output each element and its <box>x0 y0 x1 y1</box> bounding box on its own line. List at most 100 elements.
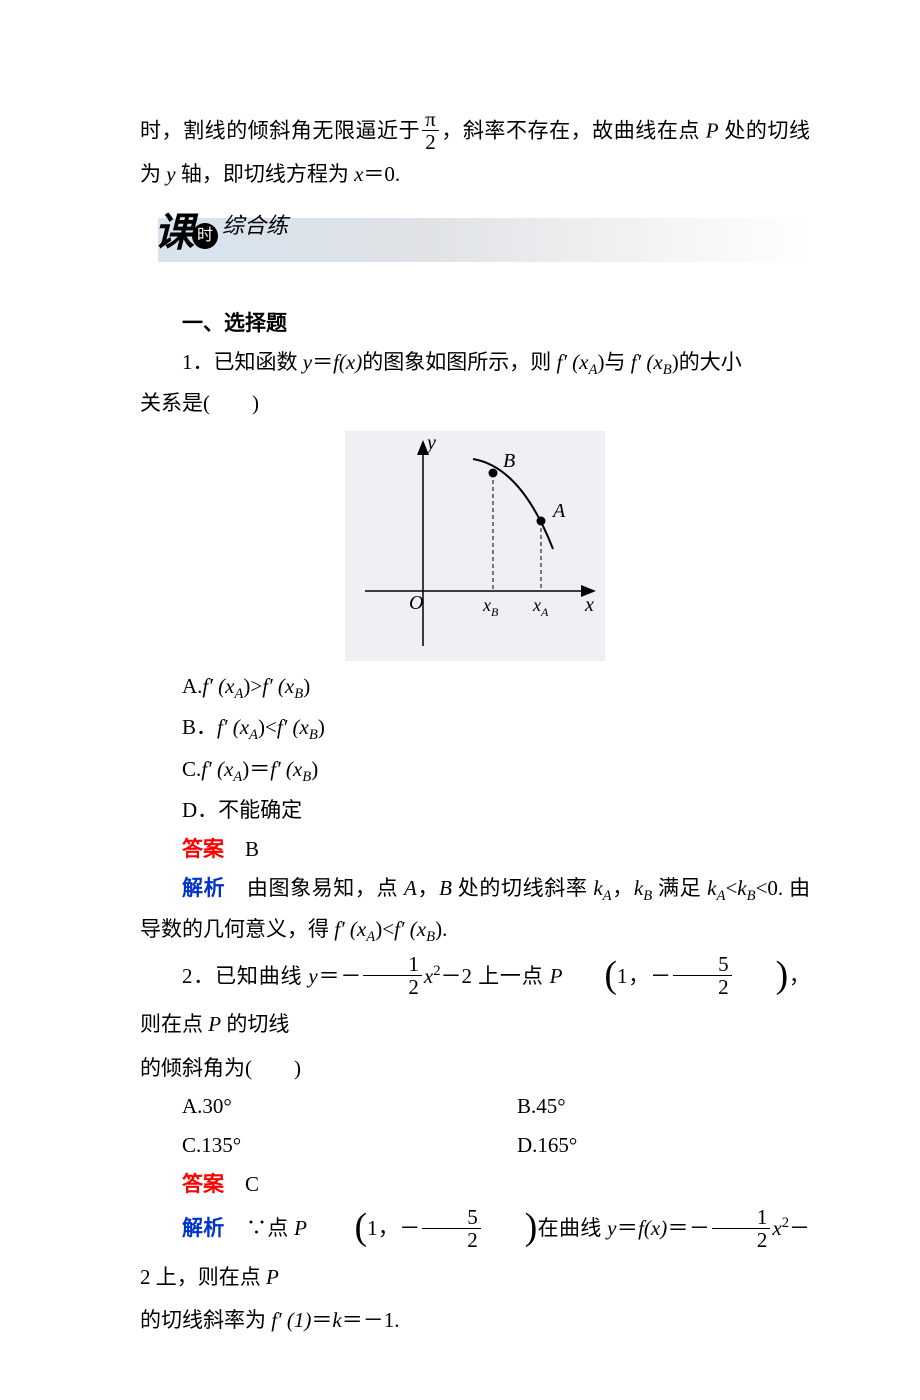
den: 2 <box>363 976 422 998</box>
q1-options: A.f′ (xA)>f′ (xB) B．f′ (xA)<f′ (xB) C.f′… <box>140 667 810 830</box>
banner-ke: 课 <box>154 213 194 253</box>
answer-value: B <box>245 837 259 861</box>
neg: － <box>650 964 671 988</box>
q2-explanation-line2: 的切线斜率为 f′ (1)＝k＝－1. <box>140 1301 810 1340</box>
banner-label: 课 时 综合练 <box>154 212 288 253</box>
denominator: 2 <box>422 131 439 153</box>
var-y: y <box>166 162 175 186</box>
sub-B: B <box>663 362 672 378</box>
B: B <box>439 876 452 900</box>
explain-label: 解析 <box>182 1216 225 1240</box>
text: 的图象如图所示，则 <box>362 350 556 374</box>
kB: k <box>634 876 643 900</box>
fprime: f′ ( <box>262 674 285 698</box>
period: . <box>442 917 447 941</box>
eq: ＝－ <box>667 1216 710 1240</box>
var-x: x <box>293 757 302 781</box>
label-y: y <box>425 432 436 454</box>
A: A <box>404 876 417 900</box>
close: ) <box>303 674 310 698</box>
fprime: f′ ( <box>334 917 357 941</box>
q2-option-D: D.165° <box>475 1126 810 1165</box>
var-x: x <box>417 917 426 941</box>
var-x: x <box>224 757 233 781</box>
opt-label: C. <box>182 757 201 781</box>
text: ＝－1. <box>342 1308 400 1332</box>
num: 1 <box>363 953 422 976</box>
sub: B <box>747 888 756 904</box>
den: 2 <box>422 1229 481 1251</box>
close: ) <box>318 715 325 739</box>
q1-option-A: A.f′ (xA)>f′ (xB) <box>140 667 810 708</box>
close: ) <box>311 757 318 781</box>
text: －2 上一点 <box>441 964 550 988</box>
q2-options-row1: A.30° B.45° <box>140 1087 810 1126</box>
intro-paragraph: 时，割线的倾斜角无限逼近于π2，斜率不存在，故曲线在点 P 处的切线为 y 轴，… <box>140 110 810 194</box>
fx: f(x) <box>638 1216 667 1240</box>
text: ，斜率不存在，故曲线在点 <box>441 118 706 142</box>
fraction-pi-over-2: π2 <box>422 108 439 153</box>
fprime: f′ ( <box>631 350 654 374</box>
text: 2．已知曲线 <box>182 964 308 988</box>
fprime: f′ ( <box>217 715 240 739</box>
kA: k <box>593 876 602 900</box>
kB: k <box>737 876 746 900</box>
text: 轴，即切线方程为 <box>176 162 355 186</box>
one: 1 <box>617 964 628 988</box>
sq: 2 <box>433 963 440 979</box>
P: P <box>550 964 563 988</box>
sub: A <box>249 728 258 744</box>
text: 上，则在点 <box>151 1265 267 1289</box>
opt-label: B． <box>182 715 217 739</box>
num: 5 <box>673 953 732 976</box>
banner-tail: 综合练 <box>222 206 288 247</box>
sub: A <box>603 888 612 904</box>
text: 1．已知函数 <box>182 350 303 374</box>
var-P: P <box>706 118 719 142</box>
var-x: x <box>653 350 662 374</box>
comma: ， <box>417 876 439 900</box>
point-A <box>537 517 546 526</box>
label-A: A <box>551 500 566 522</box>
q1-explanation: 解析 由图象易知，点 A，B 处的切线斜率 kA，kB 满足 kA<kB<0. … <box>140 869 810 952</box>
f-of-x: f(x) <box>333 350 362 374</box>
var-x: x <box>240 715 249 739</box>
q1-stem: 1．已知函数 y＝f(x)的图象如图所示，则 f′ (xA)与 f′ (xB)的… <box>140 343 810 384</box>
text: 由图象易知，点 <box>247 876 404 900</box>
sq: 2 <box>782 1215 789 1231</box>
fprime: f′ ( <box>270 757 293 781</box>
q2-option-B: B.45° <box>475 1087 810 1126</box>
fprime: f′ ( <box>277 715 300 739</box>
q1-option-D: D．不能确定 <box>140 791 810 830</box>
text: 的大小 <box>679 350 742 374</box>
var-y: y <box>308 964 317 988</box>
point-B <box>489 469 498 478</box>
eq: ＝ <box>616 1216 638 1240</box>
var-x: x <box>285 674 294 698</box>
var-x: x <box>300 715 309 739</box>
var-x: x <box>424 964 433 988</box>
text: 与 <box>604 350 630 374</box>
fprime: f′ ( <box>201 757 224 781</box>
answer-value: C <box>245 1172 259 1196</box>
eq: ＝ <box>249 757 270 781</box>
var-x: x <box>357 917 366 941</box>
section-banner: 课 时 综合练 <box>158 218 810 262</box>
num: 5 <box>422 1206 481 1229</box>
gt: > <box>250 674 262 698</box>
q2-answer: 答案 C <box>140 1165 810 1204</box>
q2-stem: 2．已知曲线 y＝－12x2－2 上一点 P(1，－52)，则在点 P 的切线 <box>140 952 810 1049</box>
q1-stem-line2: 关系是( ) <box>140 384 810 423</box>
sub: B <box>643 888 652 904</box>
q1-option-C: C.f′ (xA)＝f′ (xB) <box>140 750 810 791</box>
fprime: f′ ( <box>202 674 225 698</box>
label-x: x <box>584 594 594 616</box>
q1-answer: 答案 B <box>140 830 810 869</box>
text: ＝0. <box>363 162 400 186</box>
lt: < <box>382 917 394 941</box>
lt: < <box>265 715 277 739</box>
P: P <box>208 1012 221 1036</box>
eq: ＝－ <box>318 964 362 988</box>
sub: B <box>294 686 303 702</box>
q1-figure: O y x A B xB xA <box>140 431 810 661</box>
